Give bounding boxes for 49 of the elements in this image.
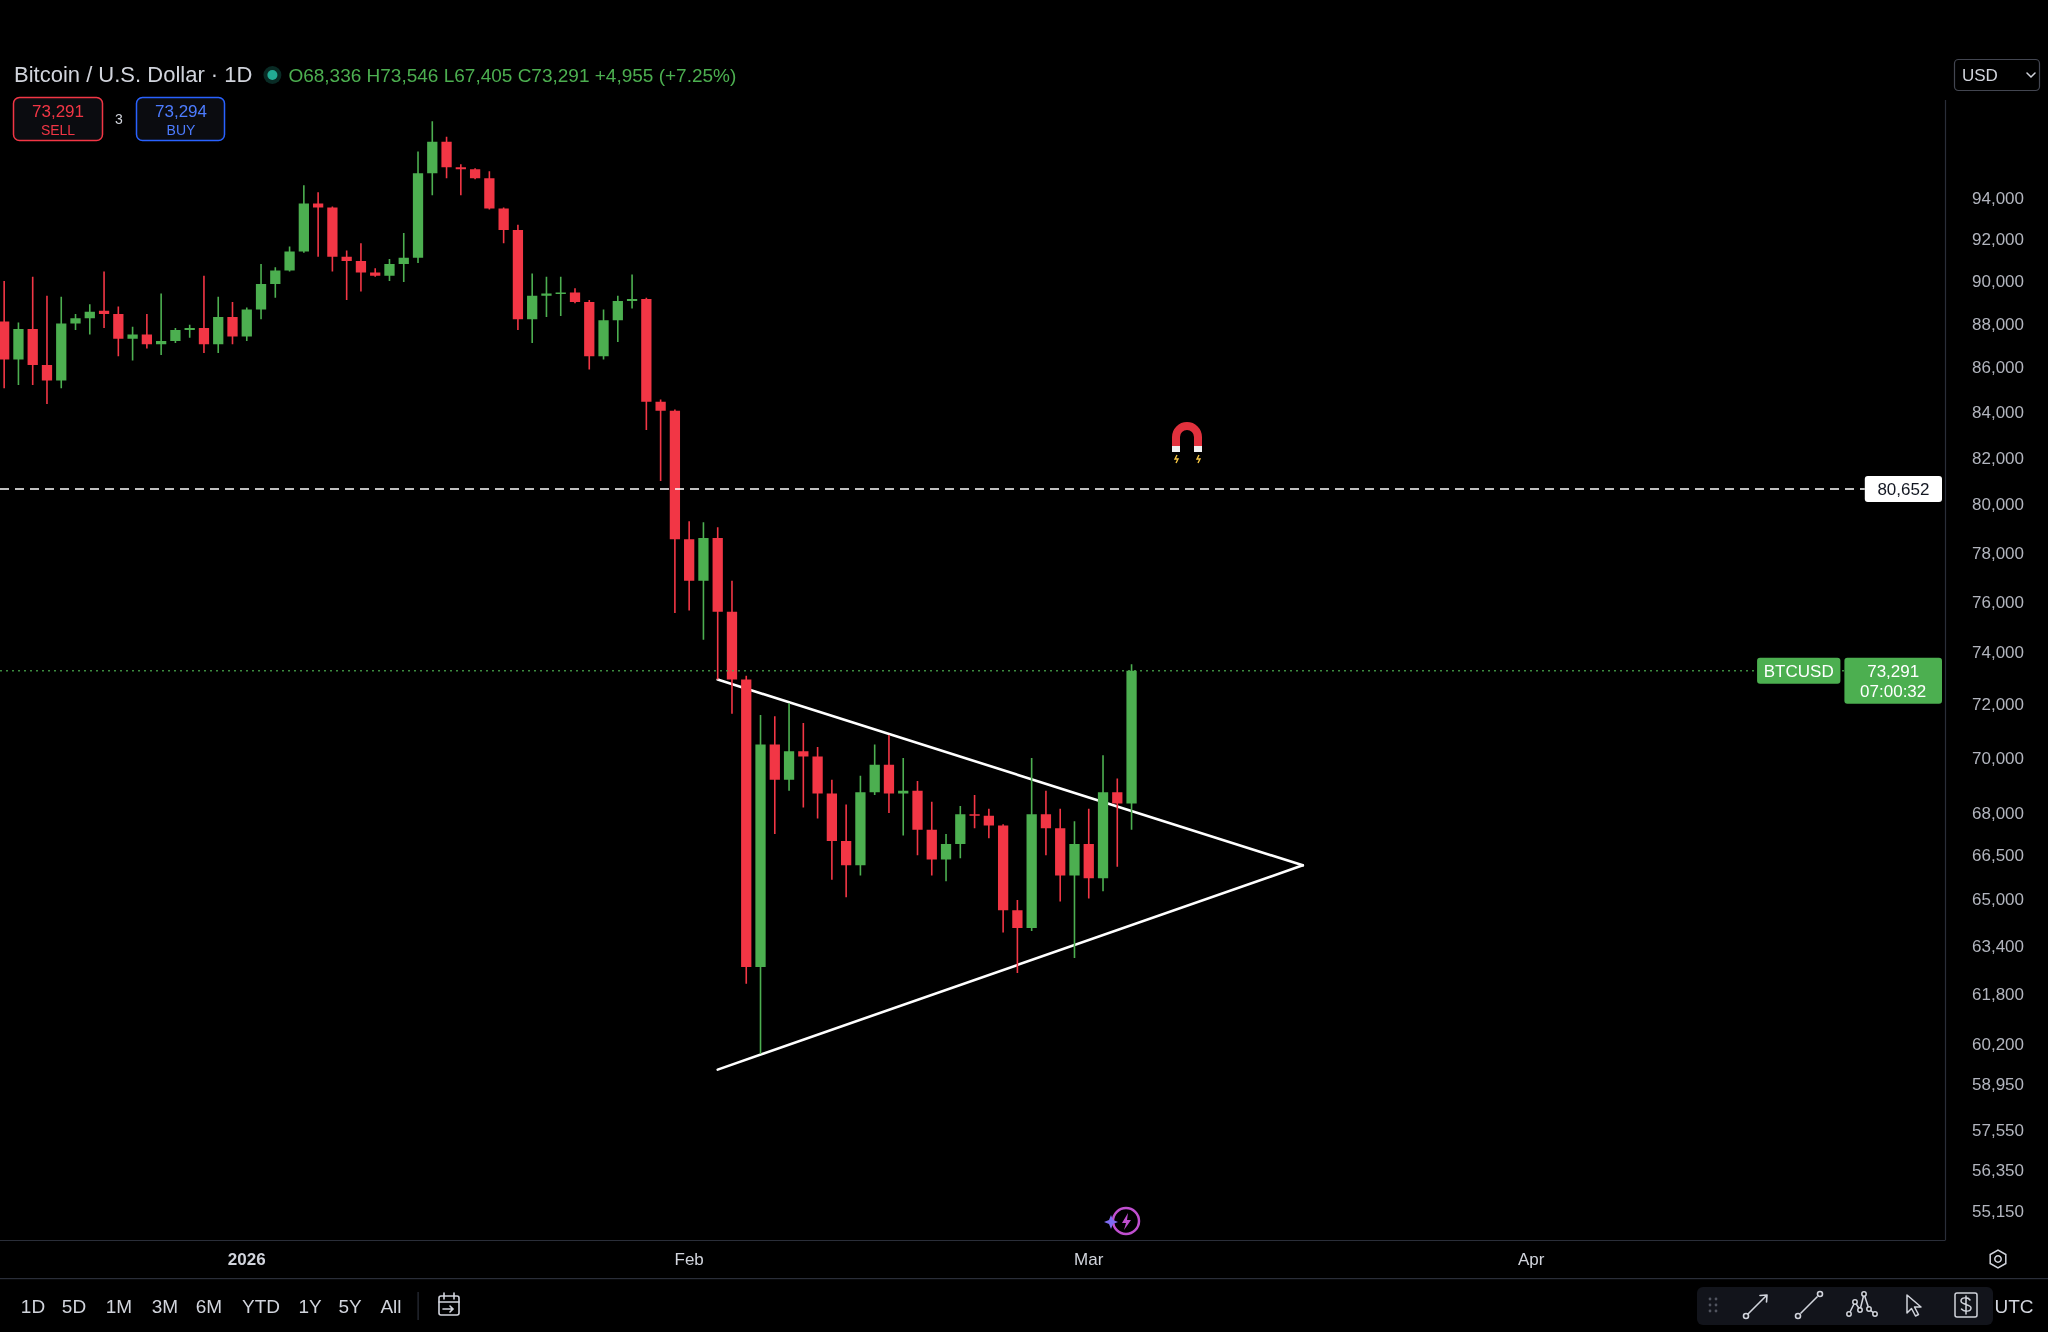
text: UTC bbox=[1994, 1296, 2034, 1317]
y-tick-label: 88,000 bbox=[1972, 314, 2024, 334]
text: 1D bbox=[20, 1296, 46, 1317]
y-tick-label: 70,000 bbox=[1972, 748, 2024, 768]
y-tick-label: 94,000 bbox=[1972, 189, 2024, 209]
y-tick-label: 86,000 bbox=[1972, 358, 2024, 378]
y-tick-label: 72,000 bbox=[1972, 695, 2024, 715]
y-tick-label: 66,500 bbox=[1972, 846, 2024, 866]
x-tick-label: Feb bbox=[674, 1250, 704, 1269]
chart-title: Bitcoin / U.S. Dollar · 1D bbox=[14, 62, 253, 87]
text: YTD bbox=[242, 1296, 280, 1317]
annotation: BTCUSD bbox=[1763, 661, 1834, 681]
text: 6M bbox=[195, 1296, 223, 1317]
text: 1M bbox=[105, 1296, 133, 1317]
y-tick-label: 76,000 bbox=[1972, 592, 2024, 612]
text: All bbox=[380, 1296, 402, 1317]
y-tick-label: 60,200 bbox=[1972, 1035, 2024, 1055]
annotation: SELL bbox=[40, 122, 76, 138]
y-tick-label: 63,400 bbox=[1972, 936, 2024, 956]
annotation: 07:00:32 bbox=[1860, 681, 1927, 701]
y-tick-label: 56,350 bbox=[1972, 1160, 2024, 1180]
y-tick-label: 80,000 bbox=[1972, 495, 2024, 515]
text: 3M bbox=[151, 1296, 179, 1317]
annotation: 73,294 bbox=[155, 102, 207, 121]
text: 1Y bbox=[298, 1296, 322, 1317]
x-tick-label: Mar bbox=[1074, 1250, 1104, 1269]
y-tick-label: 65,000 bbox=[1972, 889, 2024, 909]
y-tick-label: 55,150 bbox=[1972, 1201, 2024, 1221]
x-tick-label: Apr bbox=[1517, 1250, 1545, 1269]
y-tick-label: 92,000 bbox=[1972, 230, 2024, 250]
y-tick-label: 84,000 bbox=[1972, 402, 2024, 422]
annotation: BUY bbox=[166, 122, 197, 138]
annotation: 3 bbox=[115, 111, 124, 127]
x-tick-label: 2026 bbox=[227, 1250, 266, 1269]
text: USD bbox=[1962, 66, 1998, 85]
annotation: 73,291 bbox=[32, 102, 84, 121]
chart-subtitle: O68,336 H73,546 L67,405 C73,291 +4,955 (+7.25%) bbox=[288, 65, 737, 86]
y-tick-label: 78,000 bbox=[1972, 543, 2024, 563]
y-tick-label: 90,000 bbox=[1972, 271, 2024, 291]
y-tick-label: 61,800 bbox=[1972, 985, 2024, 1005]
text: 5D bbox=[61, 1296, 87, 1317]
y-tick-label: 57,550 bbox=[1972, 1120, 2024, 1140]
text: 5Y bbox=[338, 1296, 362, 1317]
y-tick-label: 68,000 bbox=[1972, 803, 2024, 823]
y-tick-label: 58,950 bbox=[1972, 1075, 2024, 1095]
ref-line-label: 80,652 bbox=[1877, 480, 1930, 500]
y-tick-label: 82,000 bbox=[1972, 448, 2024, 468]
y-tick-label: 74,000 bbox=[1972, 643, 2024, 663]
ref-line-label: 73,291 bbox=[1867, 661, 1920, 681]
